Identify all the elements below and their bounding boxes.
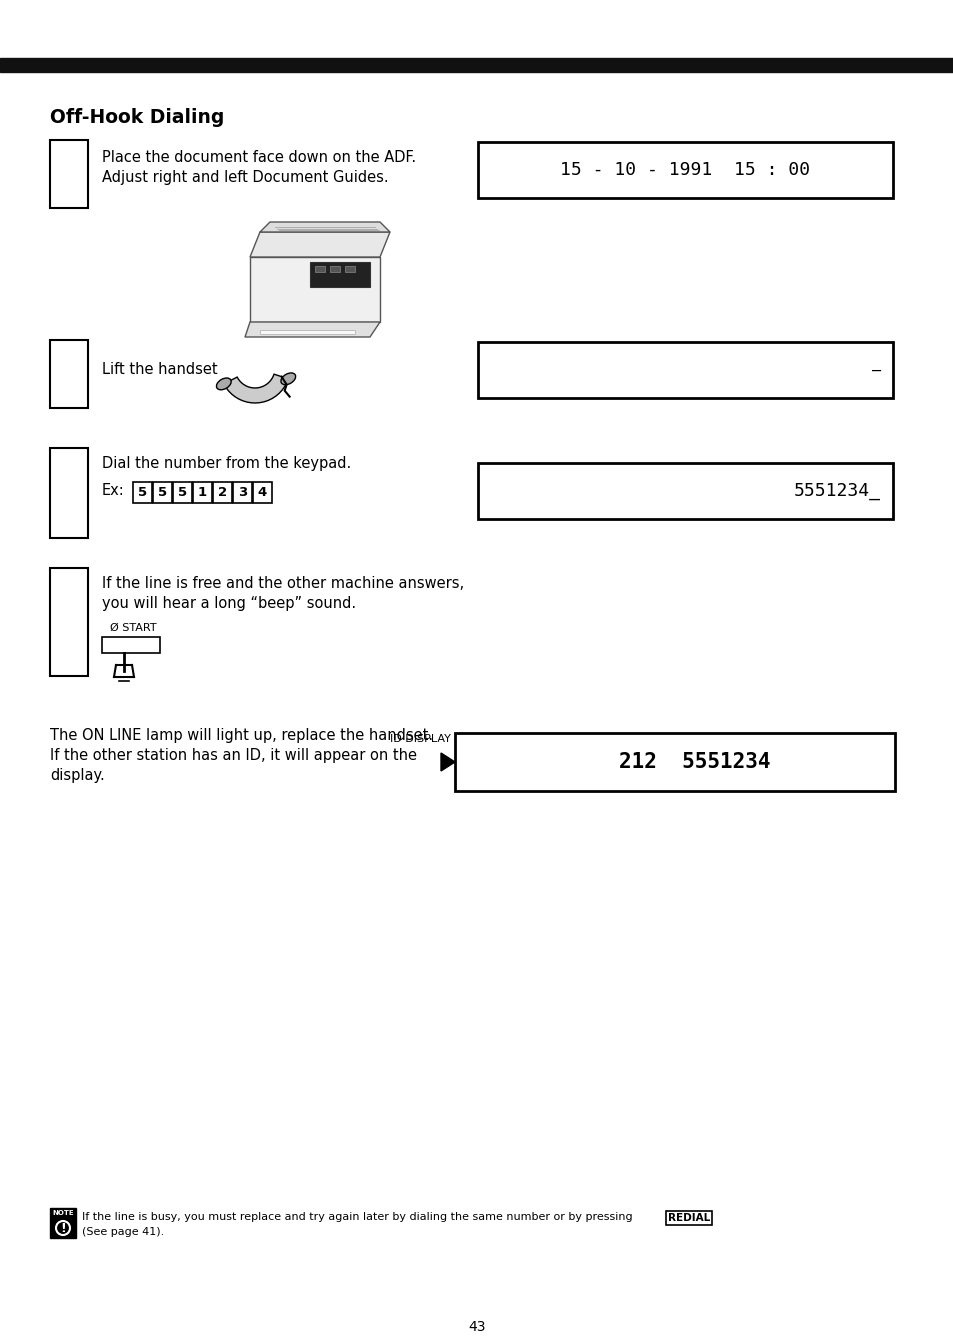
Bar bbox=[260, 330, 355, 334]
Text: 15 - 10 - 1991  15 : 00: 15 - 10 - 1991 15 : 00 bbox=[559, 161, 810, 178]
Bar bbox=[477, 342, 892, 399]
Text: Off-Hook Dialing: Off-Hook Dialing bbox=[50, 107, 224, 127]
Text: 4: 4 bbox=[257, 486, 267, 499]
Text: 2: 2 bbox=[61, 345, 77, 369]
Polygon shape bbox=[245, 322, 379, 337]
Bar bbox=[0, 58, 953, 72]
Polygon shape bbox=[250, 258, 379, 322]
Bar bbox=[50, 340, 88, 408]
Text: 1: 1 bbox=[61, 145, 77, 169]
Bar bbox=[477, 142, 892, 199]
Bar bbox=[50, 448, 88, 538]
Text: If the other station has an ID, it will appear on the: If the other station has an ID, it will … bbox=[50, 747, 416, 764]
Text: Lift the handset: Lift the handset bbox=[102, 362, 217, 377]
Text: The ON LINE lamp will light up, replace the handset.: The ON LINE lamp will light up, replace … bbox=[50, 727, 433, 743]
Text: !: ! bbox=[60, 1221, 66, 1235]
Bar bbox=[172, 482, 192, 503]
Text: Ø START: Ø START bbox=[110, 623, 156, 633]
Text: 5: 5 bbox=[138, 486, 147, 499]
Text: Dial the number from the keypad.: Dial the number from the keypad. bbox=[102, 456, 351, 471]
Text: If the line is busy, you must replace and try again later by dialing the same nu: If the line is busy, you must replace an… bbox=[82, 1212, 636, 1223]
Text: 43: 43 bbox=[468, 1321, 485, 1334]
Text: Ex:: Ex: bbox=[102, 483, 125, 498]
Polygon shape bbox=[260, 221, 390, 232]
Bar bbox=[310, 262, 370, 287]
Bar bbox=[477, 463, 892, 519]
Text: –: – bbox=[871, 362, 880, 377]
Text: If the line is free and the other machine answers,: If the line is free and the other machin… bbox=[102, 576, 464, 590]
Ellipse shape bbox=[216, 378, 231, 389]
Polygon shape bbox=[440, 753, 455, 772]
Text: display.: display. bbox=[50, 768, 105, 782]
Bar bbox=[314, 266, 325, 272]
Text: 5: 5 bbox=[178, 486, 187, 499]
Text: NOTE: NOTE bbox=[52, 1210, 73, 1216]
Text: 2: 2 bbox=[217, 486, 227, 499]
Text: REDIAL: REDIAL bbox=[667, 1213, 709, 1223]
Text: 212  5551234: 212 5551234 bbox=[618, 752, 770, 772]
Bar bbox=[50, 140, 88, 208]
Text: 5: 5 bbox=[158, 486, 167, 499]
Circle shape bbox=[56, 1221, 70, 1235]
Bar bbox=[665, 1210, 711, 1225]
Text: 1: 1 bbox=[197, 486, 207, 499]
Bar bbox=[50, 1208, 76, 1239]
Text: you will hear a long “beep” sound.: you will hear a long “beep” sound. bbox=[102, 596, 355, 611]
Text: (See page 41).: (See page 41). bbox=[82, 1227, 164, 1237]
Bar bbox=[50, 568, 88, 676]
Text: 5551234_: 5551234_ bbox=[793, 482, 880, 501]
Text: Adjust right and left Document Guides.: Adjust right and left Document Guides. bbox=[102, 170, 388, 185]
Text: 3: 3 bbox=[61, 454, 77, 476]
Polygon shape bbox=[250, 232, 390, 258]
Text: Place the document face down on the ADF.: Place the document face down on the ADF. bbox=[102, 150, 416, 165]
Bar bbox=[152, 482, 172, 503]
Text: 3: 3 bbox=[237, 486, 247, 499]
Bar bbox=[132, 482, 152, 503]
Bar bbox=[455, 733, 894, 790]
Text: ID DISPLAY: ID DISPLAY bbox=[390, 734, 451, 743]
Bar bbox=[193, 482, 212, 503]
Bar bbox=[330, 266, 339, 272]
Text: 4: 4 bbox=[61, 573, 77, 597]
Bar bbox=[213, 482, 232, 503]
Polygon shape bbox=[224, 374, 288, 403]
Bar bbox=[102, 637, 160, 654]
Bar bbox=[233, 482, 252, 503]
Bar bbox=[253, 482, 272, 503]
Bar bbox=[345, 266, 355, 272]
Ellipse shape bbox=[280, 373, 295, 385]
